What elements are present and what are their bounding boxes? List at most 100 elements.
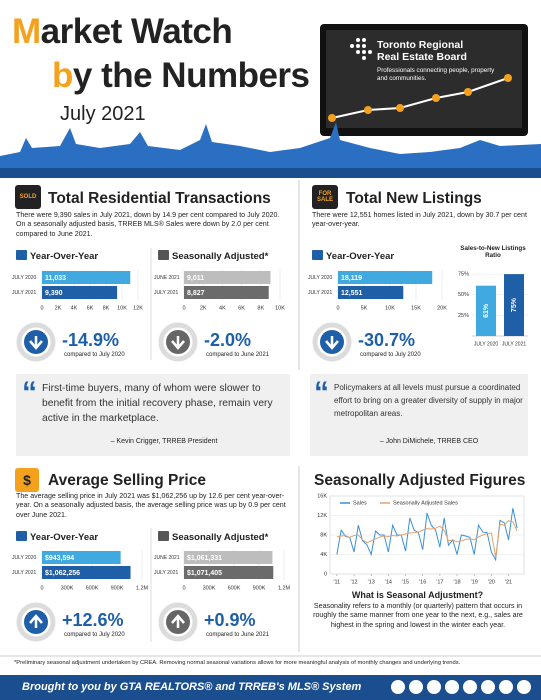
arrow (171, 614, 185, 628)
x-tick-label: 6K (238, 305, 245, 311)
bar (42, 566, 131, 579)
stat: +12.6% (62, 610, 124, 630)
y-tick-label: 4K (320, 552, 327, 558)
value-label: $1,062,256 (45, 570, 80, 577)
value-label: 18,119 (341, 275, 362, 282)
legend-label: Seasonally Adjusted Sales (393, 500, 458, 506)
quote: Policymakers at all levels must pursue a… (334, 383, 523, 418)
x-tick-label: 8K (257, 305, 264, 311)
title: by the Numbers (52, 56, 310, 95)
value-label: 75% (511, 297, 518, 312)
chart-title: Year-Over-Year (30, 532, 99, 543)
x-tick-label: '16 (419, 579, 426, 585)
bar (504, 274, 524, 336)
bar (184, 551, 273, 564)
x-tick-label: '11 (333, 579, 340, 585)
category-label: JULY 2021 (154, 570, 178, 576)
y-tick-label: 50% (458, 292, 469, 298)
quote-author: – Kevin Crigger, TRREB President (110, 438, 218, 445)
arrow (29, 336, 43, 350)
icon: $ (15, 468, 39, 492)
bar-chart: 0 2K 4K 6K 8K 10K 12K JULY 2020 11,033 JULY 2021 9… (12, 270, 143, 311)
category-label: JUNE 2021 (154, 555, 180, 561)
panel-title: Total New Listings (346, 190, 482, 207)
stat-note: compared to July 2020 (360, 352, 421, 358)
bar-chart: 0 300K 600K 900K 1.2M JUNE 2021 $1,061,331 JULY… (154, 550, 291, 591)
logo-name: Toronto Regional Real Estate Board (377, 39, 467, 63)
y-tick-label: 16K (317, 493, 327, 499)
x-tick-label: '12 (350, 579, 357, 585)
x-tick-label: 10K (117, 305, 127, 311)
x-tick-label: '13 (368, 579, 375, 585)
y-tick-label: 25% (458, 313, 469, 319)
line-series (336, 520, 518, 558)
stat: +0.9% (204, 610, 256, 630)
chart-title: Year-Over-Year (30, 251, 99, 262)
bar (42, 271, 131, 284)
x-tick-label: 1.2M (136, 585, 149, 591)
quote-author: – John DiMichele, TRREB CEO (379, 438, 479, 445)
x-tick-label: 15K (411, 305, 421, 311)
category-label: JULY 2021 (154, 290, 178, 296)
panel-text: There were 12,551 homes listed in July 2… (312, 211, 527, 229)
ring-core (166, 330, 190, 354)
credit: Brought to you by GTA REALTORS® and TRRE… (22, 681, 362, 693)
ring (16, 322, 56, 362)
x-tick-label: '18 (453, 579, 460, 585)
quote-box (16, 374, 290, 456)
arrow (171, 336, 185, 350)
x-tick-label: 300K (203, 585, 216, 591)
category-label: JULY 2020 (474, 341, 498, 347)
quote-box (310, 374, 528, 456)
x-tick-label: 300K (61, 585, 74, 591)
bar (338, 271, 433, 284)
category-label: JULY 2020 (308, 275, 332, 281)
x-tick-label: 0 (336, 305, 339, 311)
category-label: JULY 2020 (12, 555, 36, 561)
panel-text: There were 9,390 sales in July 2021, dow… (16, 211, 280, 238)
value-label: $1,071,405 (187, 570, 222, 577)
ring-core (320, 330, 344, 354)
x-tick-label: 0 (40, 585, 43, 591)
footnote: *Preliminary seasonal adjustment underta… (14, 660, 461, 666)
line-chart: 0 4K 8K 12K 16K '11 '12 '13 '14 '15 '16 '17 '18 '19 '2… (317, 493, 525, 585)
category-label: JULY 2021 (12, 290, 36, 296)
y-tick-label: 12K (317, 513, 327, 519)
chart-title: Seasonally Adjusted* (172, 532, 269, 543)
category-label: JULY 2021 (308, 290, 332, 296)
ring (158, 322, 198, 362)
icon: SOLD (15, 185, 41, 209)
bar (184, 286, 269, 299)
stat-note: compared to June 2021 (206, 632, 270, 638)
value-label: 9,390 (45, 290, 63, 297)
x-tick-label: 4K (71, 305, 78, 311)
x-tick-label: 10K (275, 305, 285, 311)
x-tick-label: 12K (133, 305, 143, 311)
category-label: JULY 2021 (12, 570, 36, 576)
panel-title: Total Residential Transactions (48, 190, 271, 207)
chart-title: Sales-to-New Listings Ratio (460, 245, 526, 259)
value-label: 8,827 (187, 290, 205, 297)
stat: -2.0% (204, 330, 252, 350)
bar-chart: 0 5K 10K 15K 20K JULY 2020 18,119 JULY 2021 12,5… (308, 270, 447, 311)
category-label: JULY 2020 (12, 275, 36, 281)
category-label: JUNE 2021 (154, 275, 180, 281)
arrow (325, 336, 339, 350)
x-tick-label: 4K (219, 305, 226, 311)
ring-core (24, 330, 48, 354)
x-tick-label: 600K (86, 585, 99, 591)
stat: -14.9% (62, 330, 120, 350)
subtitle: What is Seasonal Adjustment? (351, 590, 484, 600)
stat-note: compared to July 2020 (64, 352, 125, 358)
value-label: 12,551 (341, 290, 363, 297)
chart-title: Seasonally Adjusted* (172, 251, 269, 262)
ring (312, 322, 352, 362)
skyline (0, 122, 541, 178)
chart-title: Year-Over-Year (326, 251, 395, 262)
ring-core (24, 610, 48, 634)
ring (158, 602, 198, 642)
x-tick-label: 20K (437, 305, 447, 311)
x-tick-label: 2K (55, 305, 62, 311)
value-label: 11,033 (45, 275, 66, 282)
